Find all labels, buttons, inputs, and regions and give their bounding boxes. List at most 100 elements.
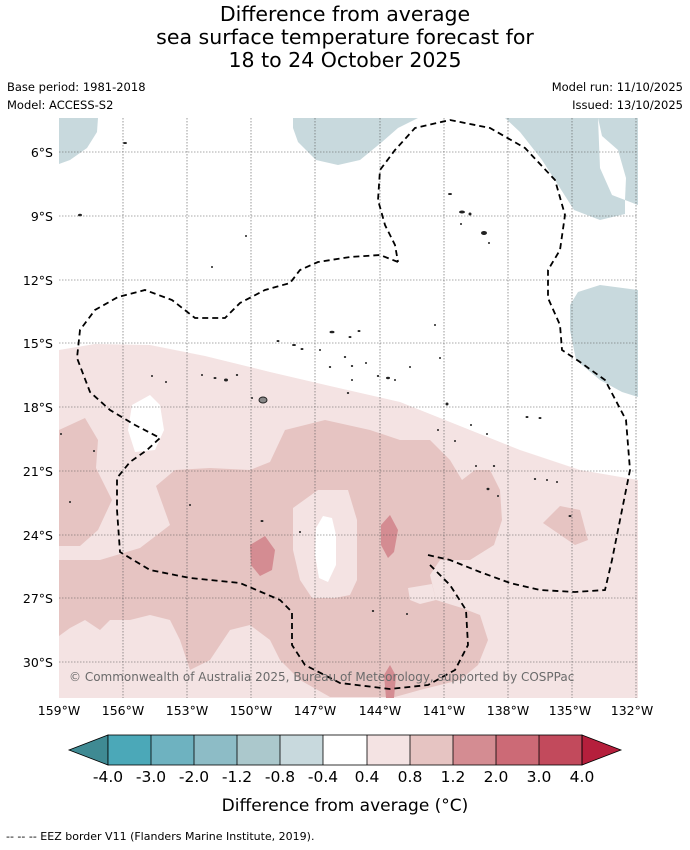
warm-anomaly-strong-c bbox=[384, 665, 396, 698]
colorbar-segment bbox=[367, 735, 410, 765]
lon-label: 159°W bbox=[38, 703, 80, 718]
island bbox=[211, 266, 213, 268]
colorbar-tick: -0.4 bbox=[308, 768, 338, 786]
island bbox=[189, 504, 191, 506]
island bbox=[460, 223, 462, 225]
model-name: Model: ACCESS-S2 bbox=[7, 98, 114, 112]
island bbox=[365, 362, 367, 364]
cool-anomaly-ne bbox=[505, 118, 638, 220]
islands bbox=[60, 142, 572, 615]
island bbox=[481, 231, 487, 235]
colorbar: -4.0 -3.0 -2.0 -1.2 -0.8 -0.4 0.4 0.8 1.… bbox=[67, 734, 623, 816]
cool-anomaly-north bbox=[293, 118, 418, 165]
colorbar-segment bbox=[194, 735, 237, 765]
island bbox=[470, 424, 472, 426]
lat-label: 27°S bbox=[23, 591, 53, 606]
island bbox=[459, 210, 465, 214]
island bbox=[165, 381, 167, 383]
eez-border-french-polynesia bbox=[76, 254, 469, 690]
island bbox=[350, 365, 354, 367]
island bbox=[556, 481, 558, 483]
warm-anomaly-light-south bbox=[408, 584, 436, 604]
lat-label: 30°S bbox=[23, 655, 53, 670]
cool-anomaly-east bbox=[570, 285, 638, 397]
lat-label: 18°S bbox=[23, 400, 53, 415]
map-title: Difference from average sea surface temp… bbox=[0, 3, 690, 72]
island bbox=[568, 515, 572, 517]
lon-label: 147°W bbox=[294, 703, 336, 718]
lat-label: 9°S bbox=[31, 209, 53, 224]
meta-right: Model run: 11/10/2025 Issued: 13/10/2025 bbox=[552, 78, 683, 114]
colorbar-tick: 0.4 bbox=[355, 768, 380, 786]
island bbox=[329, 330, 335, 334]
island bbox=[448, 193, 452, 195]
colorbar-segment bbox=[539, 735, 582, 765]
copyright-text: © Commonwealth of Australia 2025, Bureau… bbox=[69, 670, 574, 684]
island bbox=[235, 374, 239, 376]
lon-label: 138°W bbox=[487, 703, 529, 718]
colorbar-label: Difference from average (°C) bbox=[222, 796, 469, 816]
eez-borders bbox=[76, 119, 631, 690]
island bbox=[224, 378, 228, 382]
island bbox=[245, 235, 247, 237]
title-line-2: sea surface temperature forecast for bbox=[156, 25, 534, 49]
lon-label: 135°W bbox=[549, 703, 591, 718]
warm-anomaly-strong-b bbox=[381, 515, 398, 558]
island bbox=[492, 465, 496, 467]
island bbox=[546, 479, 548, 481]
lat-label: 21°S bbox=[23, 464, 53, 479]
island bbox=[78, 213, 82, 217]
island bbox=[488, 242, 490, 244]
island bbox=[93, 450, 95, 452]
lon-label: 150°W bbox=[230, 703, 272, 718]
island bbox=[292, 344, 296, 346]
island bbox=[151, 375, 153, 377]
colorbar-outline bbox=[107, 734, 583, 766]
island bbox=[69, 501, 71, 503]
model-run: Model run: 11/10/2025 bbox=[551, 80, 683, 94]
island bbox=[213, 377, 217, 379]
island bbox=[486, 487, 490, 491]
island-large bbox=[258, 396, 268, 404]
eez-border-east bbox=[377, 119, 631, 593]
lat-label: 12°S bbox=[23, 273, 53, 288]
gridlines bbox=[59, 118, 638, 698]
colorbar-over-triangle bbox=[581, 734, 623, 766]
island bbox=[371, 610, 375, 612]
island bbox=[299, 531, 301, 533]
island bbox=[497, 495, 499, 497]
island bbox=[394, 379, 396, 381]
issued-date: Issued: 13/10/2025 bbox=[572, 98, 683, 112]
island bbox=[406, 613, 408, 615]
lon-label: 132°W bbox=[611, 703, 653, 718]
island bbox=[525, 416, 529, 418]
map-plot: © Commonwealth of Australia 2025, Bureau… bbox=[59, 118, 638, 698]
colorbar-tick-labels: -4.0 -3.0 -2.0 -1.2 -0.8 -0.4 0.4 0.8 1.… bbox=[93, 768, 594, 786]
island bbox=[386, 376, 390, 380]
island bbox=[251, 397, 253, 399]
colorbar-tick: 4.0 bbox=[570, 768, 595, 786]
island bbox=[348, 336, 352, 338]
island bbox=[468, 212, 472, 216]
lat-axis-labels: 6°S 9°S 12°S 15°S 18°S 21°S 24°S 27°S 30… bbox=[23, 145, 53, 670]
lon-label: 156°W bbox=[102, 703, 144, 718]
island bbox=[201, 374, 203, 376]
island bbox=[538, 417, 542, 419]
colorbar-dividers bbox=[107, 734, 583, 766]
colorbar-tick: 2.0 bbox=[484, 768, 509, 786]
colorbar-tick: -4.0 bbox=[93, 768, 123, 786]
colorbar-segment bbox=[237, 735, 280, 765]
colorbar-segment bbox=[280, 735, 323, 765]
island bbox=[123, 142, 127, 144]
island bbox=[300, 348, 304, 350]
lon-label: 144°W bbox=[359, 703, 401, 718]
lat-label: 24°S bbox=[23, 528, 53, 543]
colorbar-segment bbox=[453, 735, 496, 765]
island bbox=[357, 330, 361, 332]
meta-left: Base period: 1981-2018 Model: ACCESS-S2 bbox=[7, 78, 146, 114]
island bbox=[376, 375, 380, 377]
island bbox=[328, 366, 332, 368]
colorbar-segment bbox=[151, 735, 194, 765]
warm-anomaly-strong-a bbox=[250, 536, 275, 576]
